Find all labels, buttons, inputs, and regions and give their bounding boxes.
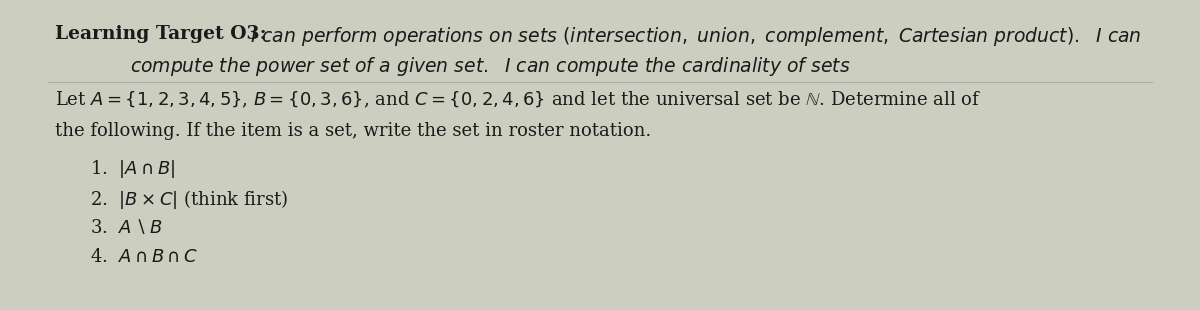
Text: 4.  $A \cap B \cap C$: 4. $A \cap B \cap C$ [90,248,198,266]
Text: Let $A = \{1, 2, 3, 4, 5\}$, $B = \{0, 3, 6\}$, and $C = \{0, 2, 4, 6\}$ and let: Let $A = \{1, 2, 3, 4, 5\}$, $B = \{0, 3… [55,90,982,110]
Text: $\mathit{I\ can\ perform\ operations\ on\ sets\ (intersection,\ union,\ compleme: $\mathit{I\ can\ perform\ operations\ on… [250,25,1141,48]
Text: Learning Target O3:: Learning Target O3: [55,25,266,43]
Text: 3.  $A \setminus B$: 3. $A \setminus B$ [90,218,163,237]
Text: 1.  $|A \cap B|$: 1. $|A \cap B|$ [90,158,175,180]
Text: $\mathit{compute\ the\ power\ set\ of\ a\ given\ set.\ \ I\ can\ compute\ the\ c: $\mathit{compute\ the\ power\ set\ of\ a… [130,55,851,78]
Text: 2.  $|B \times C|$ (think first): 2. $|B \times C|$ (think first) [90,188,288,211]
Text: the following. If the item is a set, write the set in roster notation.: the following. If the item is a set, wri… [55,122,652,140]
